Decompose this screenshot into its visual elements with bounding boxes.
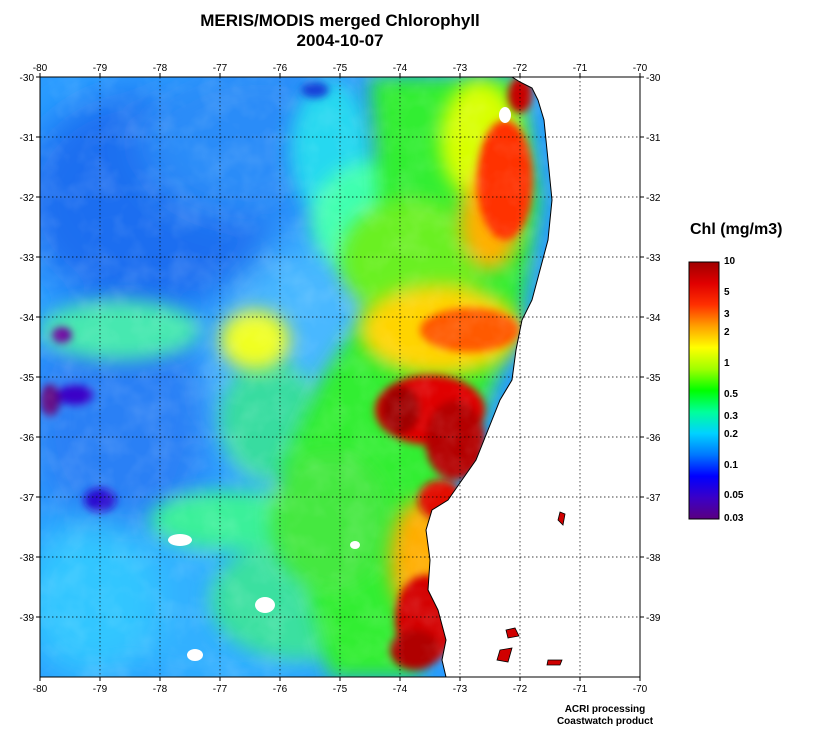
colorbar-tick-label: 5 [724, 286, 730, 298]
credit-product: Coastwatch product [556, 716, 654, 727]
lat-tick-label-left: -38 [20, 553, 35, 564]
colorbar-tick-label: 1 [724, 357, 730, 369]
lon-tick-label-top: -71 [573, 63, 588, 74]
lat-tick-label-left: -31 [20, 133, 35, 144]
lon-tick-label-bottom: -78 [153, 684, 168, 695]
colorbar-tick-label: 3 [724, 309, 730, 321]
lat-tick-label-right: -36 [646, 433, 661, 444]
lon-tick-label-top: -80 [33, 63, 48, 74]
lat-tick-label-right: -37 [646, 493, 661, 504]
lon-tick-label-bottom: -74 [393, 684, 408, 695]
colorbar-tick-label: 0.03 [724, 513, 744, 524]
colorbar [688, 261, 720, 520]
lon-tick-label-top: -75 [333, 63, 348, 74]
lat-tick-label-right: -35 [646, 373, 661, 384]
lon-tick-label-top: -76 [273, 63, 288, 74]
colorbar-tick-label: 0.3 [724, 411, 738, 423]
lat-tick-label-right: -30 [646, 73, 661, 84]
lon-tick-label-bottom: -76 [273, 684, 288, 695]
lon-tick-label-top: -70 [633, 63, 648, 74]
lat-tick-label-left: -36 [20, 433, 35, 444]
lat-tick-label-left: -32 [20, 193, 35, 204]
lon-tick-label-top: -78 [153, 63, 168, 74]
lon-tick-label-top: -74 [393, 63, 408, 74]
lon-tick-label-bottom: -79 [93, 684, 108, 695]
lat-tick-label-left: -39 [20, 613, 35, 624]
lon-tick-label-bottom: -71 [573, 684, 588, 695]
lat-tick-label-left: -34 [20, 313, 35, 324]
graticule [40, 77, 640, 677]
lon-tick-label-top: -72 [513, 63, 528, 74]
lat-tick-label-left: -33 [20, 253, 35, 264]
lat-tick-label-right: -38 [646, 553, 661, 564]
lat-tick-label-right: -31 [646, 133, 661, 144]
lon-tick-label-bottom: -77 [213, 684, 228, 695]
lon-tick-label-bottom: -75 [333, 684, 348, 695]
lon-tick-label-top: -79 [93, 63, 108, 74]
lon-tick-label-bottom: -72 [513, 684, 528, 695]
lon-tick-label-top: -73 [453, 63, 468, 74]
map-date: 2004-10-07 [296, 31, 384, 50]
colorbar-tick-label: 0.1 [724, 459, 738, 471]
lat-tick-label-left: -30 [20, 73, 35, 84]
colorbar-tick-label: 0.2 [724, 429, 738, 441]
lat-tick-label-right: -34 [646, 313, 661, 324]
map-title: MERIS/MODIS merged Chlorophyll [200, 11, 480, 30]
colorbar-tick-label: 0.5 [724, 388, 738, 400]
lat-tick-label-right: -39 [646, 613, 661, 624]
lat-tick-label-right: -32 [646, 193, 661, 204]
credit-processing: ACRI processing [564, 704, 646, 715]
colorbar-tick-label: 10 [724, 256, 736, 267]
lat-tick-label-right: -33 [646, 253, 661, 264]
colorbar-title: Chl (mg/m3) [690, 221, 783, 238]
colorbar-tick-label: 0.05 [724, 490, 744, 502]
lon-tick-label-bottom: -73 [453, 684, 468, 695]
lat-tick-label-left: -35 [20, 373, 35, 384]
lat-tick-label-left: -37 [20, 493, 35, 504]
lon-tick-label-top: -77 [213, 63, 228, 74]
lon-tick-label-bottom: -70 [633, 684, 648, 695]
lon-tick-label-bottom: -80 [33, 684, 48, 695]
colorbar-tick-label: 2 [724, 327, 730, 339]
